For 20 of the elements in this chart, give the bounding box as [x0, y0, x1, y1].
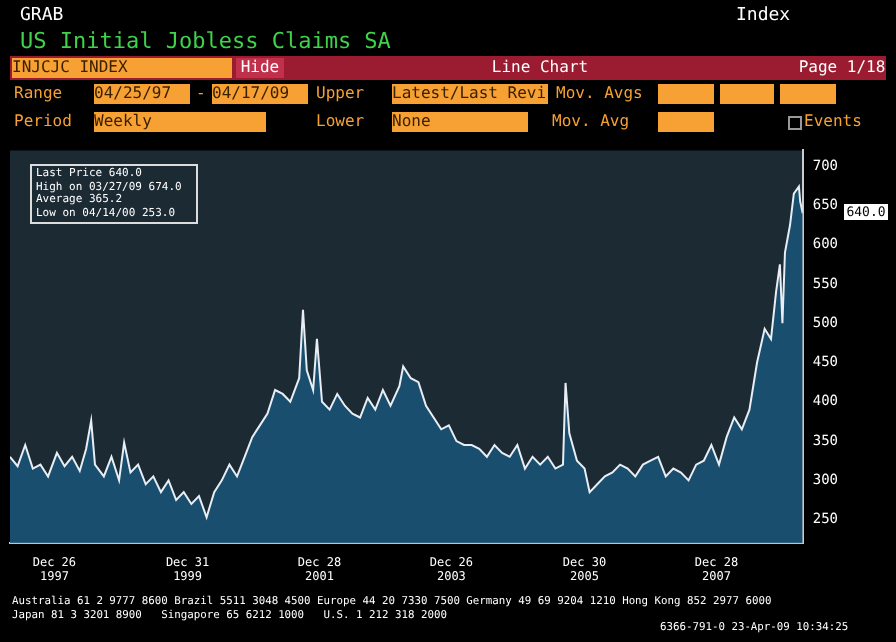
- text: 04/17/09: [212, 84, 308, 104]
- text: Events: [804, 112, 864, 132]
- text: Period: [14, 112, 74, 132]
- text: GRAB: [20, 6, 66, 26]
- chart-title: US Initial Jobless Claims SA: [20, 28, 391, 54]
- text: Latest/Last Revi: [392, 84, 548, 104]
- text: Page 1/18: [798, 58, 886, 78]
- text: Range: [14, 84, 65, 104]
- text: Weekly: [94, 112, 266, 132]
- text: Line Chart: [489, 58, 591, 78]
- text: -: [196, 84, 208, 104]
- text: 04/25/97: [94, 84, 190, 104]
- text: None: [392, 112, 528, 132]
- text: Index: [736, 6, 793, 26]
- text: Lower: [316, 112, 367, 132]
- text: Hide: [236, 58, 284, 78]
- text: INJCJC INDEX: [12, 58, 232, 78]
- text: Upper: [316, 84, 367, 104]
- text: Mov. Avg: [552, 112, 632, 132]
- text: Mov. Avgs: [556, 84, 645, 104]
